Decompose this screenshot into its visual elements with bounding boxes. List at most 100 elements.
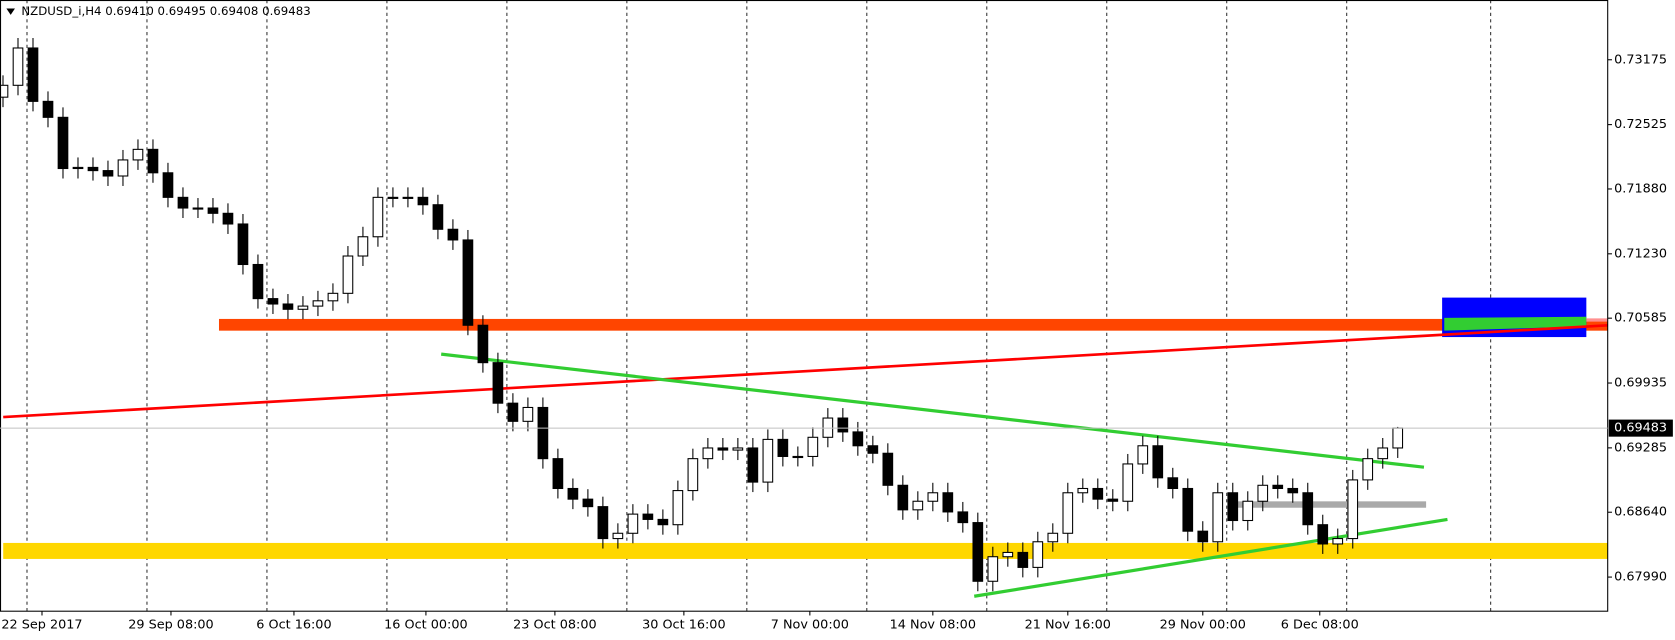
candle-body: [177, 196, 189, 209]
x-tick-label: 7 Nov 00:00: [771, 618, 849, 633]
candle-body: [957, 511, 969, 524]
last-price-label: 0.69483: [1614, 421, 1667, 436]
candle-body: [1197, 530, 1209, 543]
candle-body: [507, 402, 519, 422]
candle-body: [222, 212, 234, 225]
candle-body: [882, 452, 894, 486]
candle-body: [942, 492, 954, 513]
candle-body: [267, 298, 279, 305]
candle-body: [1017, 551, 1029, 568]
candle-body: [57, 116, 69, 170]
candle-body: [1167, 477, 1179, 490]
candle-body: [72, 166, 84, 170]
candle-body: [1392, 427, 1404, 449]
candle-body: [1047, 532, 1059, 543]
candle-body: [1002, 551, 1014, 558]
y-tick-label: 0.70585: [1614, 311, 1667, 326]
candle-body: [702, 447, 714, 460]
candle-body: [972, 522, 984, 582]
candle-body: [1317, 524, 1329, 545]
x-tick-label: 22 Sep 2017: [1, 618, 82, 633]
x-tick-label: 6 Dec 08:00: [1281, 618, 1359, 633]
candle-body: [1077, 487, 1089, 494]
candle-body: [1377, 447, 1389, 460]
candle-body: [1287, 487, 1299, 494]
green-trendline-down: [440, 352, 1425, 469]
candle-body: [357, 236, 369, 257]
candle-body: [132, 148, 144, 161]
candle-body: [1092, 487, 1104, 500]
candle-body: [342, 255, 354, 294]
x-tick-label: 6 Oct 16:00: [256, 618, 331, 633]
candle-body: [312, 300, 324, 307]
chart-title: NZDUSD_i,H4 0.69410 0.69495 0.69408 0.69…: [21, 4, 310, 18]
candle-body: [492, 362, 504, 404]
candle-body: [1302, 492, 1314, 526]
candle-body: [387, 196, 399, 199]
candle-body: [897, 484, 909, 511]
candle-body: [537, 406, 549, 460]
candle-body: [837, 417, 849, 433]
candle-body: [987, 556, 999, 582]
candle-body: [1272, 484, 1284, 490]
plot-border: [0, 0, 1609, 612]
x-tick-label: 16 Oct 00:00: [384, 618, 467, 633]
candle-body: [672, 490, 684, 526]
candle-body: [417, 196, 429, 206]
gray-level: [1228, 501, 1427, 508]
candle-body: [0, 84, 9, 98]
y-tick-label: 0.71230: [1614, 246, 1667, 261]
x-tick-label: 29 Nov 00:00: [1160, 618, 1246, 633]
candle-body: [162, 172, 174, 198]
candle-body: [867, 445, 879, 454]
candle-body: [1062, 492, 1074, 534]
candle-body: [612, 532, 624, 540]
candle-body: [927, 492, 939, 502]
candle-body: [1347, 479, 1359, 540]
candle-body: [717, 447, 729, 451]
candle-body: [1227, 492, 1239, 522]
x-tick-label: 30 Oct 16:00: [642, 618, 725, 633]
candle-body: [1332, 538, 1344, 545]
candle-body: [1362, 458, 1374, 481]
candle-body: [732, 447, 744, 451]
candle-body: [1257, 484, 1269, 502]
candle-body: [252, 263, 264, 300]
candle-body: [462, 239, 474, 326]
candle-body: [657, 518, 669, 526]
resistance-zone: [218, 318, 1608, 331]
candle-body: [792, 455, 804, 459]
x-tick-label: 21 Nov 16:00: [1025, 618, 1111, 633]
candle-body: [192, 207, 204, 210]
candle-body: [567, 487, 579, 500]
candle-body: [1107, 498, 1119, 502]
candle-body: [912, 500, 924, 511]
candle-body: [147, 148, 159, 174]
candle-body: [237, 223, 249, 266]
support-zone: [3, 542, 1608, 559]
y-tick-label: 0.69285: [1614, 440, 1667, 455]
last-price-box: [1608, 419, 1673, 437]
candle-body: [687, 458, 699, 492]
target-line: [1444, 316, 1587, 331]
x-tick-label: 23 Oct 08:00: [513, 618, 596, 633]
candle-body: [477, 324, 489, 364]
candle-body: [372, 196, 384, 238]
candle-body: [1122, 463, 1134, 502]
candle-body: [807, 436, 819, 457]
candle-body: [1212, 492, 1224, 543]
candle-body: [597, 506, 609, 540]
candle-body: [852, 431, 864, 447]
candle-body: [402, 196, 414, 199]
y-tick-label: 0.68640: [1614, 505, 1667, 520]
candle-body: [447, 228, 459, 241]
candle-body: [42, 100, 54, 118]
x-tick-label: 29 Sep 08:00: [128, 618, 213, 633]
candle-body: [642, 513, 654, 520]
candle-body: [1032, 541, 1044, 568]
red-trendline: [3, 324, 1608, 419]
candle-body: [1137, 445, 1149, 465]
candle-body: [432, 204, 444, 230]
candle-body: [297, 305, 309, 310]
